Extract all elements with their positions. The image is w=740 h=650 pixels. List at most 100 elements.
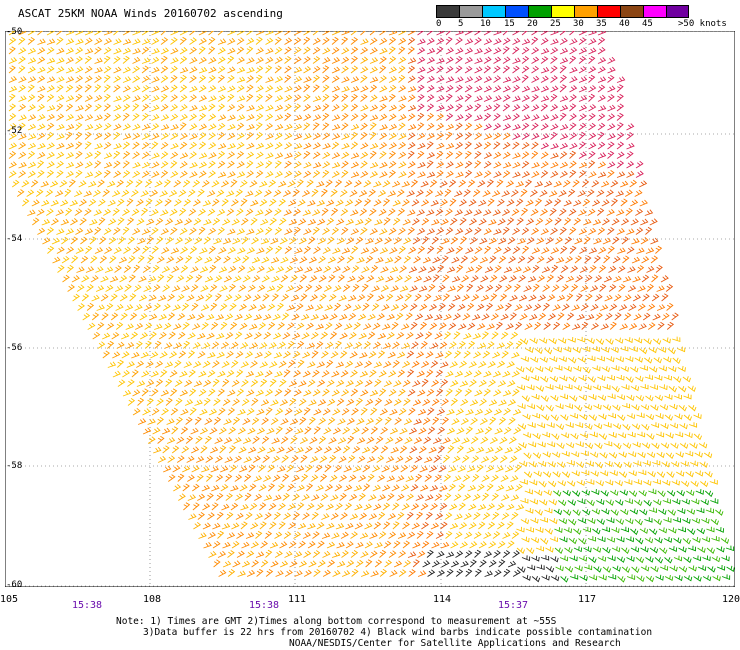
wind-barb xyxy=(474,95,483,102)
wind-barb xyxy=(445,93,453,102)
wind-barb xyxy=(606,208,615,216)
wind-barb xyxy=(445,131,453,140)
wind-barb xyxy=(493,85,502,93)
wind-barb xyxy=(217,74,225,83)
wind-barb xyxy=(94,75,102,83)
scale-labels: 0 5 10 15 20 25 30 35 40 45 >50 knots xyxy=(430,19,740,31)
wind-barb xyxy=(455,151,463,159)
wind-barb xyxy=(417,94,425,102)
wind-barb xyxy=(554,198,562,207)
wind-barb xyxy=(37,103,46,112)
wind-barb xyxy=(46,151,55,159)
wind-barb xyxy=(597,141,606,150)
wind-barb xyxy=(37,113,46,121)
wind-barb xyxy=(170,142,179,150)
wind-barb xyxy=(127,217,135,226)
wind-barb xyxy=(255,151,264,159)
wind-barb xyxy=(94,31,103,36)
wind-barb xyxy=(588,55,596,64)
wind-barb xyxy=(588,47,597,55)
wind-barb xyxy=(37,123,46,131)
wind-barb xyxy=(103,141,112,150)
wind-barb xyxy=(512,123,521,131)
wind-barb xyxy=(531,65,540,74)
wind-barb xyxy=(464,122,473,131)
wind-barb xyxy=(303,76,312,83)
wind-barb xyxy=(132,113,140,121)
wind-barb xyxy=(378,189,387,197)
wind-barb xyxy=(569,76,578,83)
wind-barb xyxy=(84,131,92,140)
wind-barb xyxy=(198,132,207,140)
wind-barb xyxy=(94,143,103,150)
wind-barb xyxy=(629,179,638,188)
wind-barb xyxy=(94,160,102,169)
wind-barb xyxy=(27,31,36,36)
wind-barb xyxy=(293,56,302,64)
wind-barb xyxy=(369,57,379,64)
wind-barb xyxy=(521,132,530,140)
wind-barb xyxy=(312,122,320,131)
wind-barb xyxy=(79,217,87,226)
wind-barb xyxy=(113,95,122,102)
wind-barb xyxy=(122,160,130,169)
wind-barb xyxy=(350,103,359,112)
wind-barb xyxy=(151,48,160,55)
wind-barb xyxy=(94,103,102,112)
wind-barb xyxy=(170,103,179,112)
wind-barb xyxy=(126,198,134,207)
wind-barb xyxy=(131,208,140,216)
wind-barb xyxy=(265,56,274,64)
wind-barb xyxy=(569,38,578,45)
wind-barb xyxy=(170,47,179,55)
wind-barb xyxy=(624,189,633,197)
wind-barb xyxy=(464,38,474,45)
wind-barb xyxy=(122,85,131,93)
lon-label: 108 xyxy=(142,594,162,605)
wind-barb xyxy=(341,160,349,169)
wind-barb xyxy=(217,103,226,112)
wind-barb xyxy=(274,31,283,36)
wind-barb xyxy=(360,38,369,45)
wind-barb xyxy=(8,31,17,36)
wind-barb xyxy=(360,94,368,102)
wind-barb xyxy=(474,142,483,150)
wind-barb xyxy=(512,65,520,74)
wind-barb xyxy=(18,133,27,140)
wind-barb xyxy=(388,31,398,36)
wind-barb xyxy=(217,122,226,131)
wind-barb xyxy=(635,170,644,178)
wind-barb xyxy=(426,94,435,102)
wind-barb xyxy=(198,105,208,112)
scale-label: 5 xyxy=(458,19,464,29)
wind-barb xyxy=(265,94,273,102)
wind-barb xyxy=(388,93,396,102)
wind-barb xyxy=(521,160,530,169)
wind-barb xyxy=(246,84,254,93)
wind-barb xyxy=(588,122,596,131)
wind-barb xyxy=(217,132,226,140)
wind-barb xyxy=(178,189,187,197)
wind-barb xyxy=(97,179,105,188)
wind-barb xyxy=(303,66,312,74)
lon-label: 111 xyxy=(287,594,307,605)
wind-barb xyxy=(27,94,36,102)
wind-barb xyxy=(417,132,426,140)
wind-barb xyxy=(331,207,339,216)
wind-barb xyxy=(236,114,246,121)
scale-label: 45 xyxy=(642,19,653,29)
wind-barb xyxy=(360,170,369,178)
wind-barb xyxy=(512,46,520,55)
wind-barb xyxy=(417,122,425,131)
wind-barb xyxy=(27,104,36,112)
note-line-1: Note: 1) Times are GMT 2)Times along bot… xyxy=(116,616,557,627)
wind-barb xyxy=(46,208,54,216)
wind-barb xyxy=(477,180,486,188)
wind-barb xyxy=(37,160,45,169)
wind-barb xyxy=(588,132,597,140)
wind-barb xyxy=(189,162,198,169)
wind-barb xyxy=(75,114,84,121)
wind-barb xyxy=(411,199,420,207)
wind-barb xyxy=(588,160,596,169)
wind-barb xyxy=(521,207,529,216)
